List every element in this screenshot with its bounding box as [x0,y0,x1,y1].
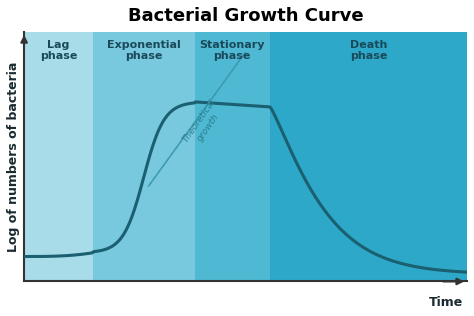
Bar [93,32,195,282]
Text: Theoretical
growth: Theoretical growth [181,98,226,151]
Text: Time: Time [428,296,463,309]
Bar [24,32,93,282]
Text: Stationary
phase: Stationary phase [200,40,265,61]
Text: Death
phase: Death phase [350,40,387,61]
Bar [195,32,270,282]
Text: Lag
phase: Lag phase [40,40,77,61]
Y-axis label: Log of numbers of bacteria: Log of numbers of bacteria [7,62,20,252]
Text: Exponential
phase: Exponential phase [107,40,181,61]
Title: Bacterial Growth Curve: Bacterial Growth Curve [128,7,364,25]
Bar [270,32,467,282]
